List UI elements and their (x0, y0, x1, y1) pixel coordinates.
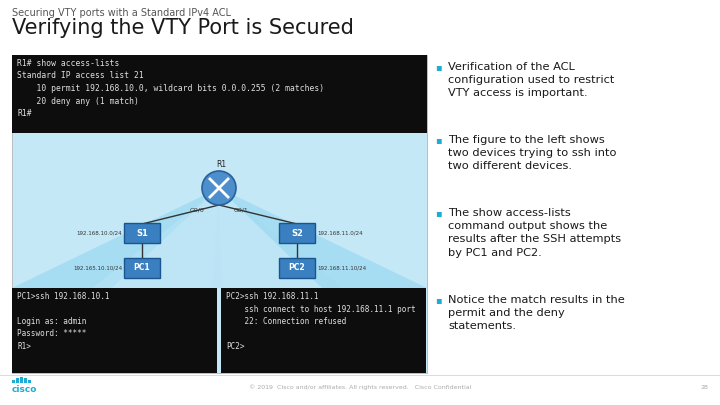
Text: ▪: ▪ (435, 208, 441, 218)
Polygon shape (12, 188, 219, 288)
Text: S2: S2 (291, 228, 303, 237)
Text: 192.168.10.0/24: 192.168.10.0/24 (76, 230, 122, 235)
FancyBboxPatch shape (16, 378, 19, 383)
Text: ▪: ▪ (435, 295, 441, 305)
Text: PC2: PC2 (289, 264, 305, 273)
Text: The figure to the left shows
two devices trying to ssh into
two different device: The figure to the left shows two devices… (448, 135, 616, 171)
Text: R1: R1 (216, 160, 226, 169)
FancyBboxPatch shape (12, 55, 427, 373)
FancyBboxPatch shape (279, 223, 315, 243)
Polygon shape (212, 188, 342, 288)
FancyBboxPatch shape (124, 223, 160, 243)
Polygon shape (219, 188, 427, 288)
FancyBboxPatch shape (221, 288, 426, 373)
Text: G0/0: G0/0 (189, 207, 204, 212)
Text: The show access-lists
command output shows the
results after the SSH attempts
by: The show access-lists command output sho… (448, 208, 621, 258)
Text: Verifying the VTY Port is Secured: Verifying the VTY Port is Secured (12, 18, 354, 38)
FancyBboxPatch shape (124, 258, 160, 278)
FancyBboxPatch shape (12, 55, 427, 133)
Text: S1: S1 (136, 228, 148, 237)
Text: 192.168.11.10/24: 192.168.11.10/24 (317, 266, 366, 271)
Text: 28: 28 (700, 385, 708, 390)
Text: cisco: cisco (12, 385, 37, 394)
Text: Notice the match results in the
permit and the deny
statements.: Notice the match results in the permit a… (448, 295, 625, 331)
Text: 192.168.11.0/24: 192.168.11.0/24 (317, 230, 363, 235)
Text: Verification of the ACL
configuration used to restrict
VTY access is important.: Verification of the ACL configuration us… (448, 62, 614, 98)
Text: G0/1: G0/1 (233, 207, 248, 212)
Text: PC1>ssh 192.168.10.1

Login as: admin
Password: *****
R1>: PC1>ssh 192.168.10.1 Login as: admin Pas… (17, 292, 109, 351)
FancyBboxPatch shape (279, 258, 315, 278)
FancyBboxPatch shape (24, 378, 27, 383)
Circle shape (202, 171, 236, 205)
Text: Securing VTY ports with a Standard IPv4 ACL: Securing VTY ports with a Standard IPv4 … (12, 8, 231, 18)
Text: R1# show access-lists
Standard IP access list 21
    10 permit 192.168.10.0, wil: R1# show access-lists Standard IP access… (17, 59, 324, 118)
FancyBboxPatch shape (28, 380, 31, 383)
Text: 192.165.10.10/24: 192.165.10.10/24 (73, 266, 122, 271)
FancyBboxPatch shape (20, 377, 23, 383)
Text: PC1: PC1 (134, 264, 150, 273)
Text: PC2>ssh 192.168.11.1
    ssh connect to host 192.168.11.1 port
    22: Connectio: PC2>ssh 192.168.11.1 ssh connect to host… (226, 292, 415, 351)
Text: © 2019  Cisco and/or affiliates. All rights reserved.   Cisco Confidential: © 2019 Cisco and/or affiliates. All righ… (249, 384, 471, 390)
Polygon shape (92, 188, 222, 288)
FancyBboxPatch shape (12, 288, 217, 373)
Text: ▪: ▪ (435, 62, 441, 72)
FancyBboxPatch shape (12, 380, 15, 383)
Text: ▪: ▪ (435, 135, 441, 145)
